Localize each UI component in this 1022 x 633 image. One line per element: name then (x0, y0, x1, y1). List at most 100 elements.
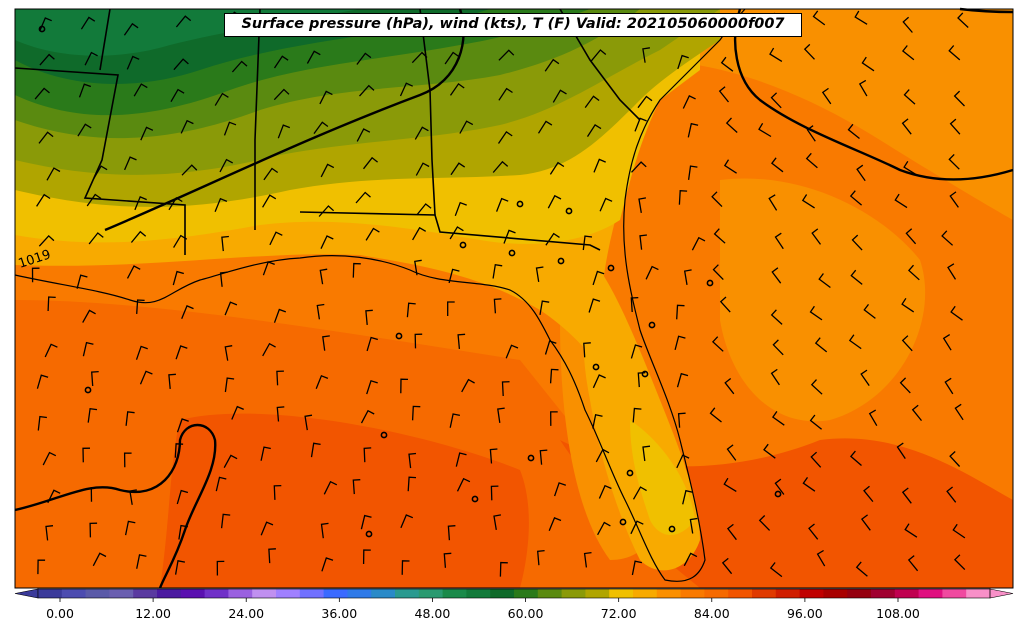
wind-barb (362, 549, 371, 565)
wind-barb (719, 296, 731, 313)
colorbar-segment (61, 589, 87, 598)
wind-barb (677, 412, 686, 428)
wind-barb (726, 523, 737, 541)
wind-barb (583, 342, 591, 358)
wind-barb (366, 336, 378, 352)
wind-barb (582, 235, 593, 251)
colorbar-segment (680, 589, 705, 598)
wind-barb (450, 162, 466, 176)
wind-barb (676, 372, 689, 388)
wind-barb (901, 335, 913, 352)
wind-barb (277, 124, 291, 139)
wind-barb (953, 554, 966, 571)
wind-barb (76, 274, 88, 289)
wind-barb (455, 452, 467, 467)
colorbar-segment (228, 589, 253, 598)
wind-barb (863, 304, 876, 319)
wind-barb (725, 117, 738, 133)
wind-barb (544, 58, 560, 72)
wind-barb (214, 92, 229, 106)
wind-barb (174, 443, 184, 458)
wind-barb (849, 190, 863, 206)
calm-station-marker (706, 279, 714, 287)
wind-barb (723, 477, 737, 492)
coastlines (14, 8, 746, 582)
wind-barb (770, 92, 782, 109)
wind-barb (639, 234, 647, 250)
wind-barb (78, 83, 92, 98)
wind-barb (401, 560, 410, 575)
colorbar-tick-label: 72.00 (600, 606, 637, 621)
calm-station-marker (508, 249, 516, 257)
wind-barb (770, 368, 780, 386)
wind-barb (718, 86, 730, 103)
wind-barb (320, 163, 335, 178)
colorbar-segment (609, 589, 634, 598)
wind-barb (355, 191, 371, 204)
wind-barb (223, 454, 238, 469)
wind-barb (946, 486, 957, 503)
wind-barb (457, 333, 466, 349)
wind-barb (263, 167, 279, 181)
wind-barb (224, 345, 233, 361)
wind-barb (631, 161, 647, 173)
wind-barb (771, 267, 782, 284)
wind-barb (411, 51, 428, 64)
wind-barb (691, 236, 706, 251)
wind-barb (400, 378, 409, 394)
wind-barb (861, 56, 875, 72)
wind-barb (444, 51, 460, 65)
wind-barb (713, 228, 726, 244)
calm-station-marker (607, 264, 615, 272)
colorbar-segment (823, 589, 848, 598)
calm-station-marker (565, 207, 573, 215)
wind-barb (858, 79, 868, 97)
calm-station-marker (668, 525, 676, 533)
wind-barb (593, 158, 606, 173)
calm-station-marker (380, 431, 388, 439)
colorbar-segment (38, 589, 63, 598)
colorbar-tick-label: 36.00 (321, 606, 358, 621)
wind-barb (851, 234, 863, 251)
wind-barb (505, 344, 519, 359)
wind-barb (769, 47, 783, 62)
wind-barb (803, 43, 815, 60)
wind-barb (260, 446, 271, 461)
wind-barb (356, 52, 372, 65)
wind-barb (947, 263, 957, 280)
wind-barb (953, 90, 965, 107)
wind-barb (88, 232, 104, 245)
wind-barb (809, 305, 823, 321)
wind-barb (447, 301, 455, 316)
wind-barb (406, 302, 416, 318)
wind-barb (414, 259, 422, 276)
wind-barb (77, 123, 92, 137)
wind-barb (687, 165, 698, 180)
wind-barb (356, 128, 371, 142)
wind-barb (492, 263, 503, 279)
wind-barb (642, 47, 651, 63)
wind-barb (631, 560, 643, 576)
wind-barb (902, 16, 913, 33)
colorbar-max-extension (989, 588, 1014, 599)
wind-barb (801, 194, 815, 209)
wind-barb (810, 451, 822, 468)
wind-barb (712, 264, 724, 281)
wind-barb (503, 229, 516, 244)
colorbar-segment (799, 589, 824, 598)
wind-barb (811, 228, 822, 245)
wind-barb (495, 197, 509, 212)
wind-barb (592, 374, 606, 389)
wind-barb (814, 337, 828, 353)
wind-barb (769, 562, 783, 578)
wind-barb (126, 265, 141, 279)
wind-barb (91, 370, 99, 387)
wind-barb (176, 418, 189, 433)
wind-barb (175, 345, 188, 360)
wind-barb (124, 520, 136, 536)
station-markers (38, 25, 782, 538)
wind-barb (262, 261, 275, 276)
wind-barb (416, 203, 432, 216)
colorbar-tick-label: 108.00 (876, 606, 920, 621)
wind-barb (216, 560, 225, 576)
